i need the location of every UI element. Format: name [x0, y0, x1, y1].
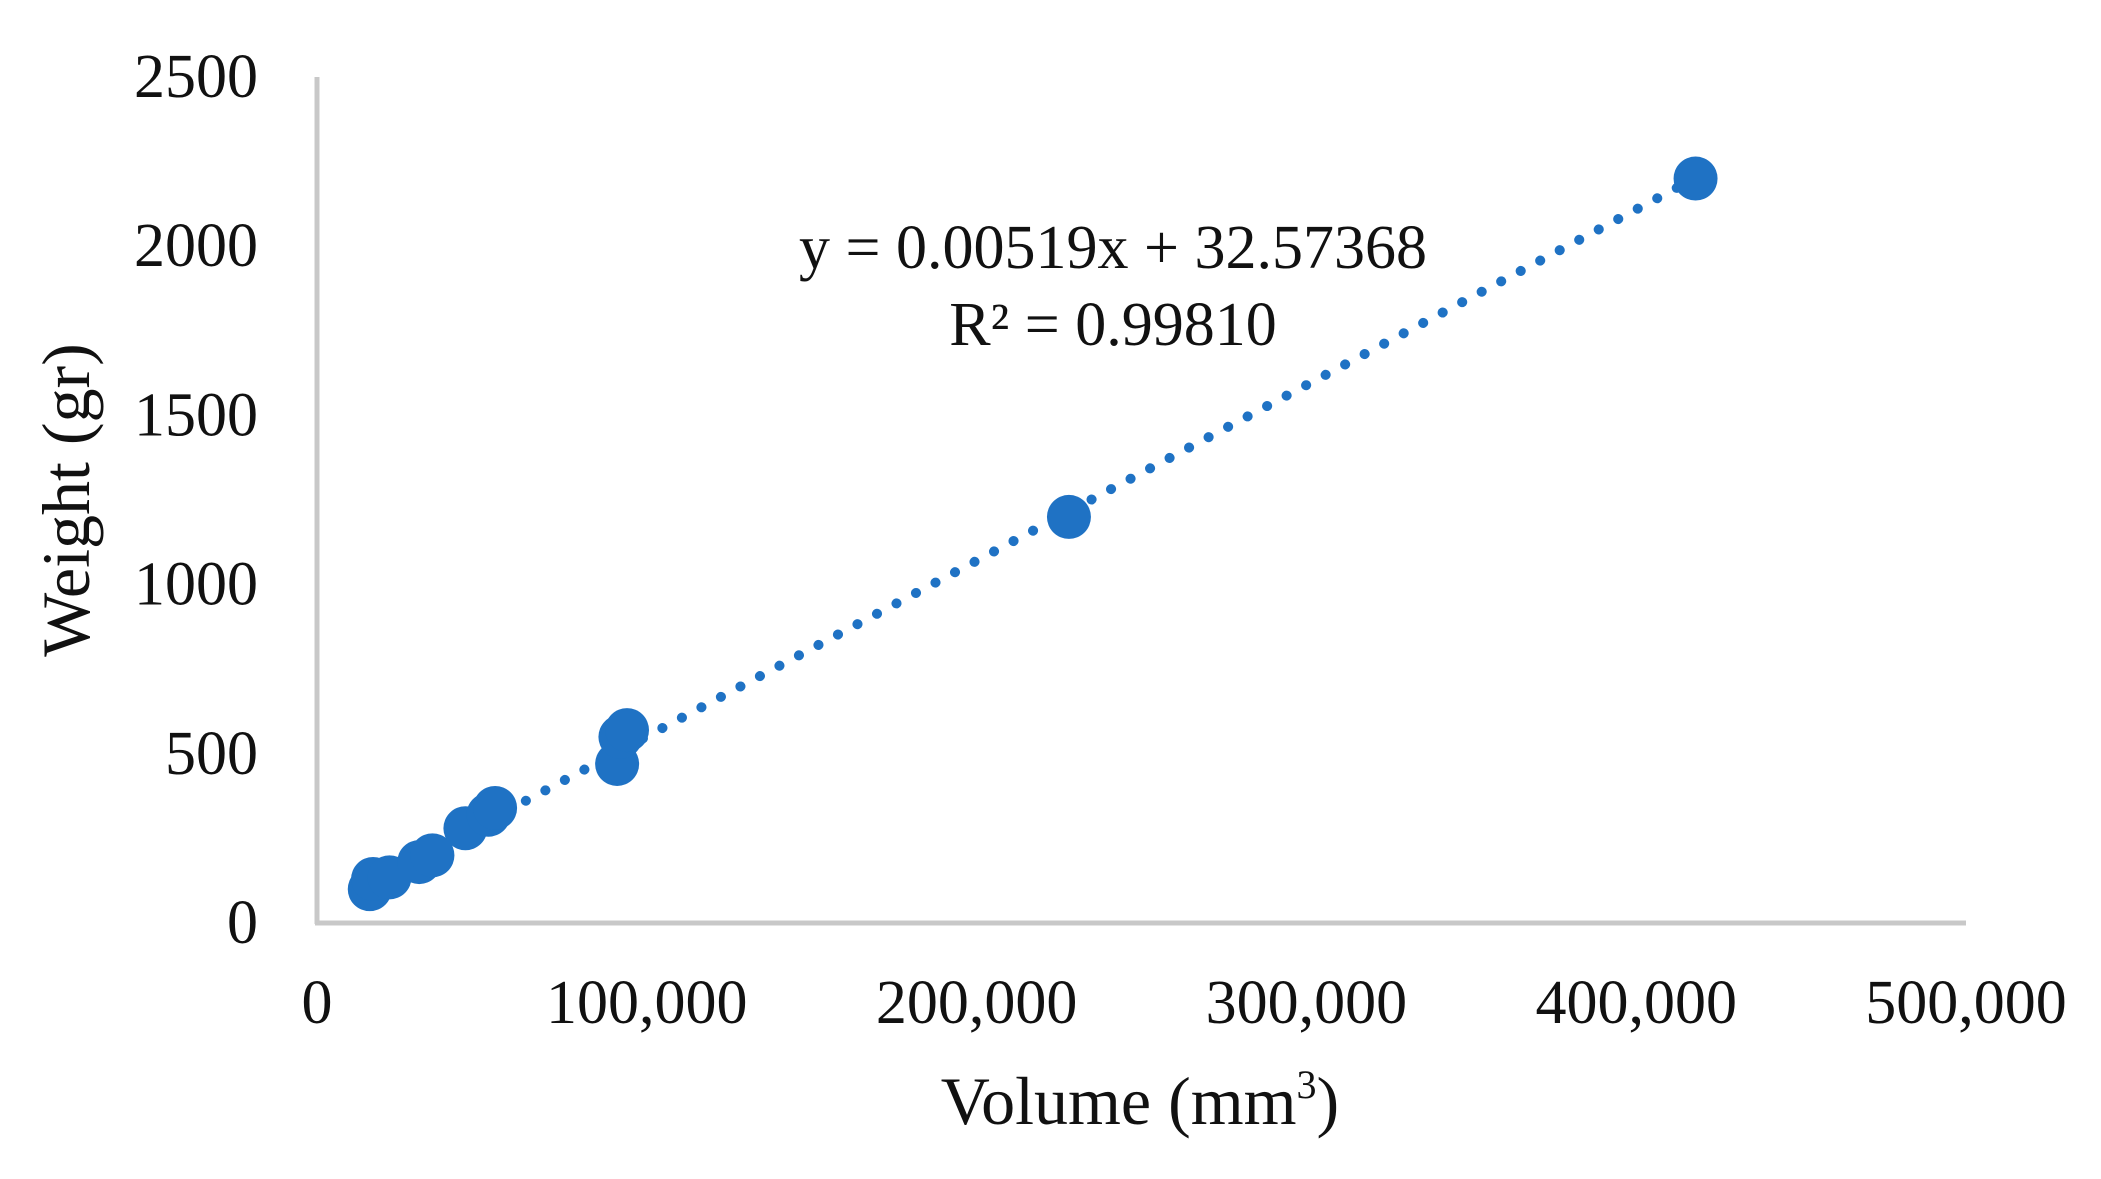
y-tick-label: 500	[165, 720, 258, 788]
x-axis-title: Volume (mm3)	[941, 1062, 1339, 1139]
y-tick-label: 1500	[134, 381, 258, 449]
data-point	[605, 708, 650, 753]
data-points	[347, 156, 1718, 912]
x-tick-label: 300,000	[1206, 969, 1408, 1037]
x-axis-title-suffix: )	[1317, 1063, 1340, 1139]
y-tick-label: 2000	[134, 212, 258, 280]
x-axis-title-superscript: 3	[1297, 1062, 1317, 1107]
x-tick-label: 0	[302, 969, 333, 1037]
y-tick-labels: 0 500 1000 1500 2000 2500	[134, 43, 258, 957]
x-axis-title-main: Volume (mm	[941, 1063, 1297, 1139]
x-tick-label: 400,000	[1535, 969, 1737, 1037]
x-tick-labels: 0 100,000 200,000 300,000 400,000 500,000	[302, 969, 2067, 1037]
trendline	[364, 172, 1701, 889]
trendline-r2: R² = 0.99810	[949, 291, 1276, 359]
x-tick-label: 100,000	[546, 969, 748, 1037]
y-tick-label: 1000	[134, 551, 258, 619]
trendline-equation: y = 0.00519x + 32.57368	[799, 214, 1427, 282]
y-axis-title: Weight (gr)	[28, 343, 104, 657]
data-point	[410, 833, 455, 878]
data-point	[1046, 494, 1091, 539]
x-tick-label: 200,000	[876, 969, 1078, 1037]
data-point	[473, 785, 518, 830]
x-tick-label: 500,000	[1865, 969, 2067, 1037]
data-point	[1673, 156, 1718, 201]
y-tick-label: 2500	[134, 43, 258, 111]
trendline-line	[364, 172, 1701, 889]
chart-axes	[314, 77, 1966, 926]
y-tick-label: 0	[227, 889, 258, 957]
